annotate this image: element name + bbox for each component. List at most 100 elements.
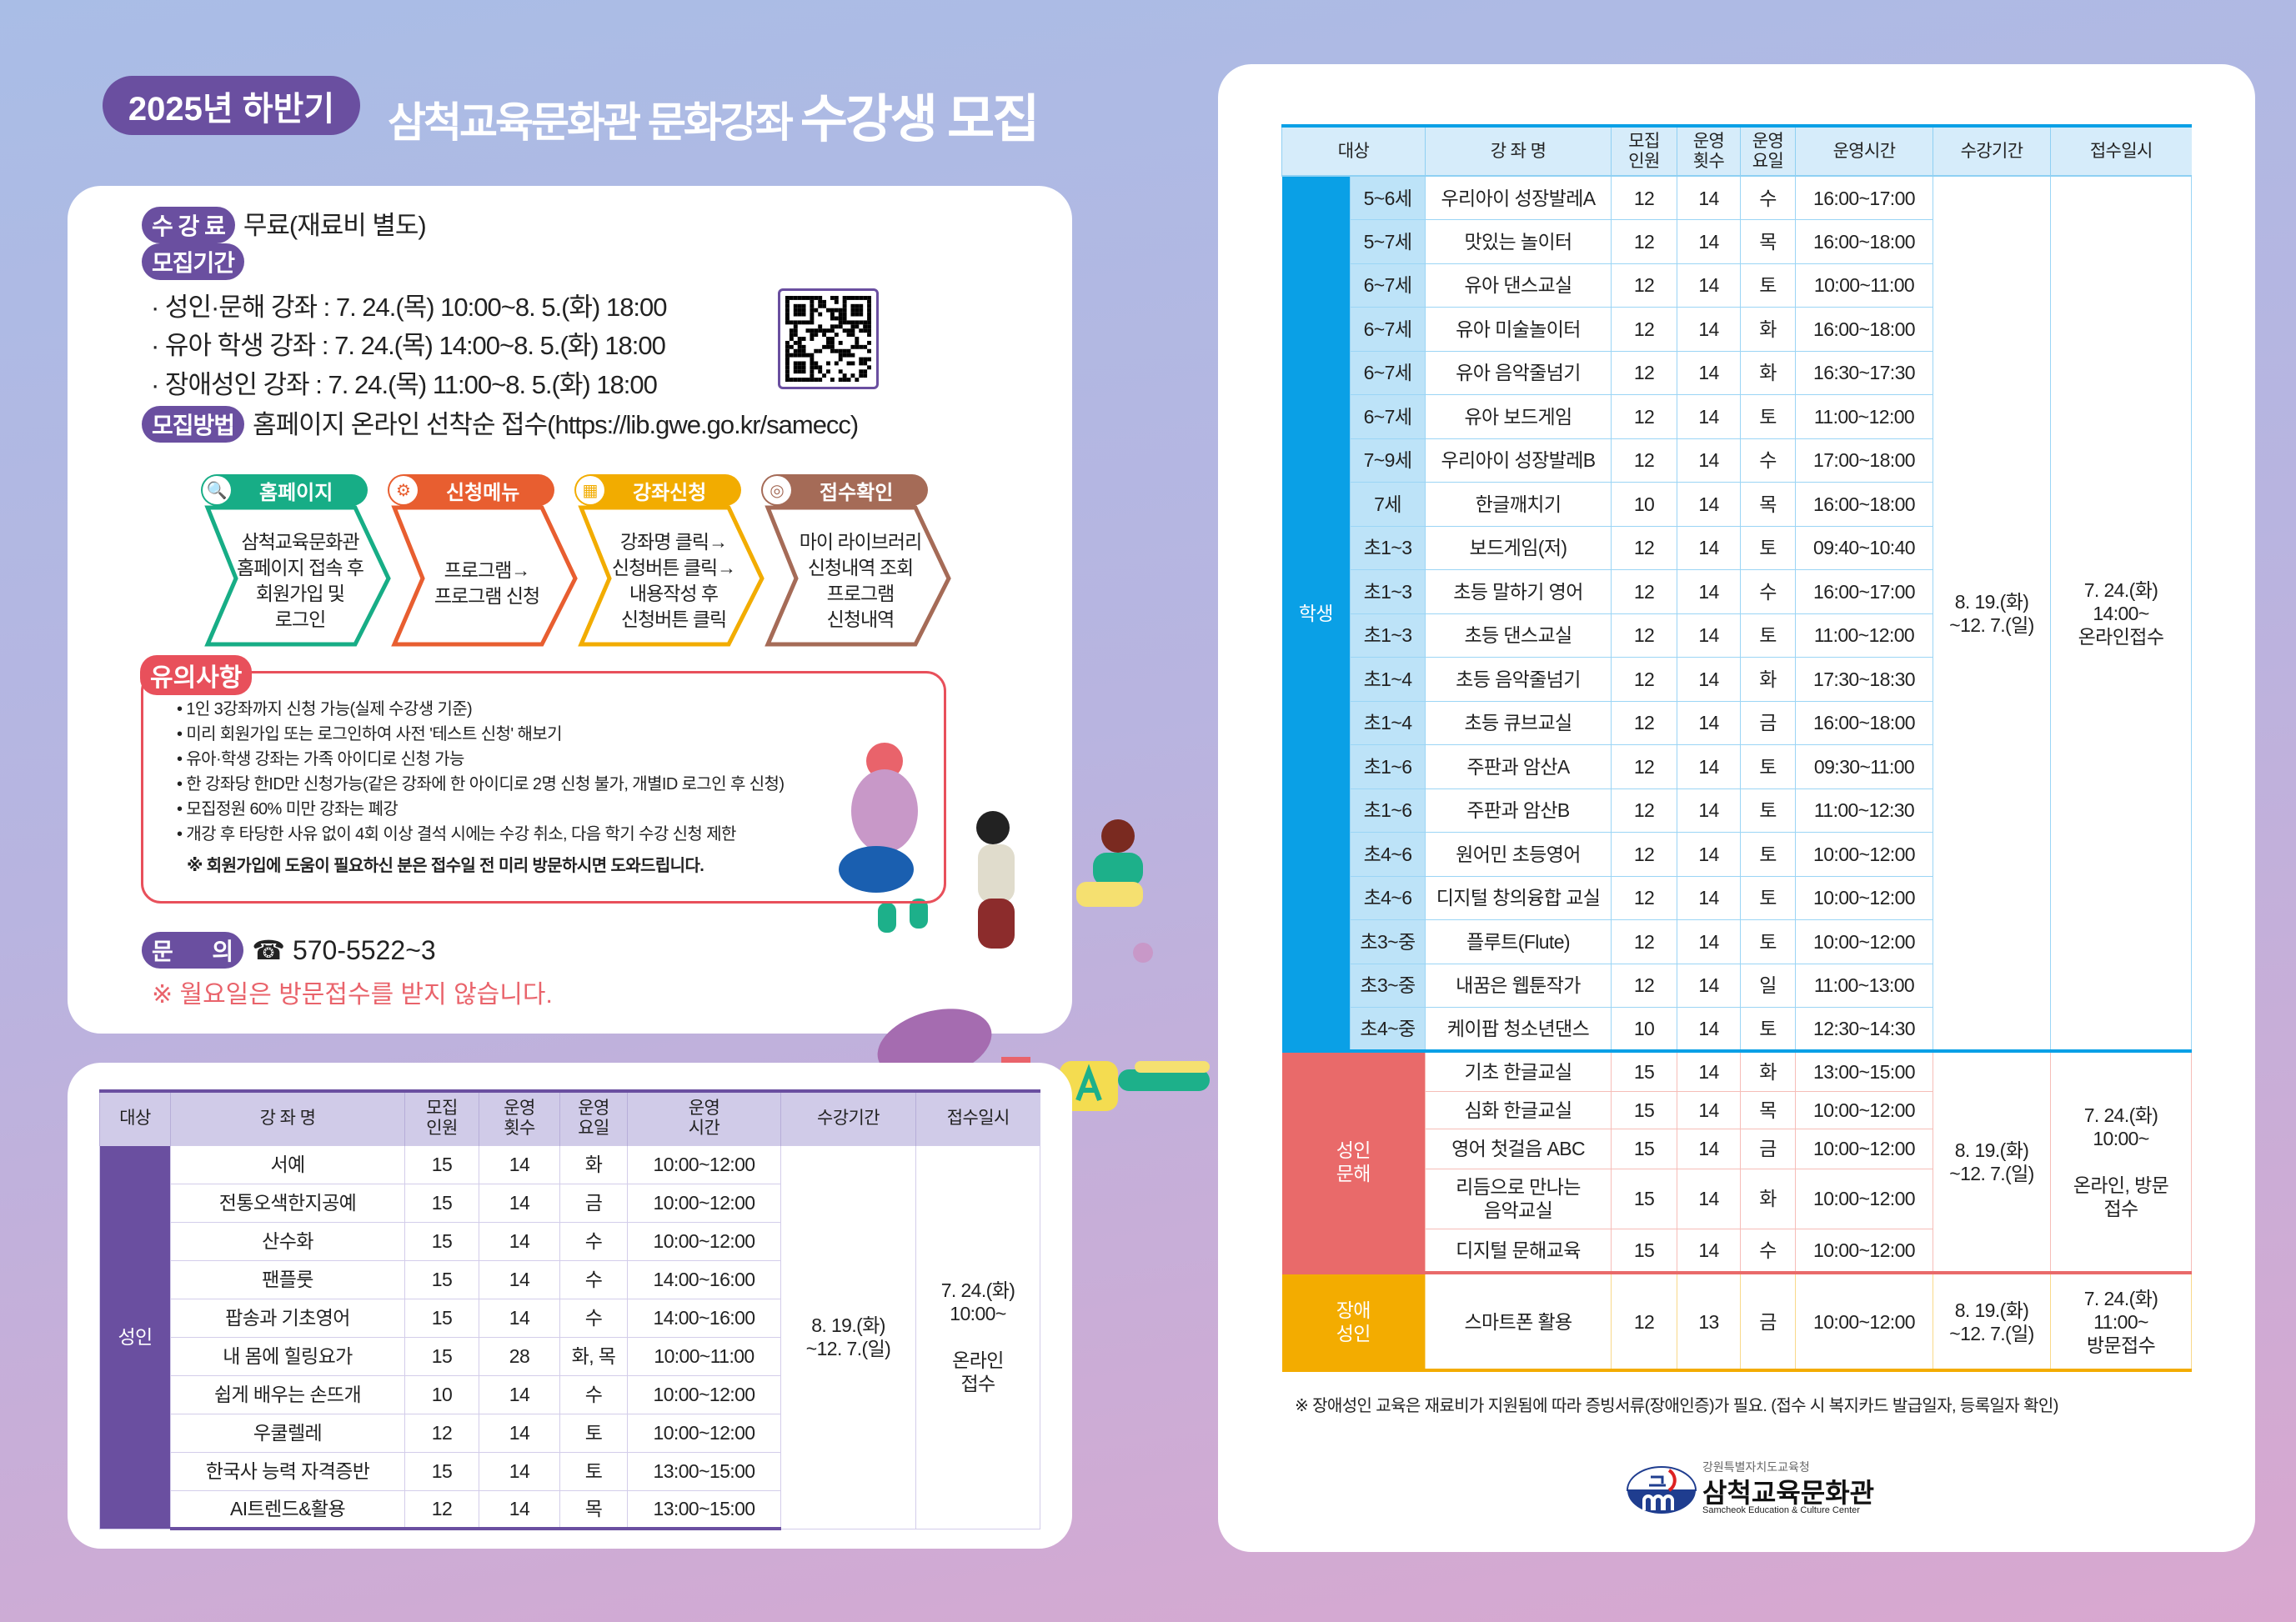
step-text: 프로그램→ 프로그램 신청 <box>401 558 573 609</box>
capacity-text: 12 <box>1633 712 1655 734</box>
weekday-text: 수 <box>584 1269 603 1290</box>
method-value[interactable]: 홈페이지 온라인 선착순 접수(https://lib.gwe.go.kr/sa… <box>253 410 859 439</box>
disabled-footnote: ※ 장애성인 교육은 재료비가 지원됨에 따라 증빙서류(장애인증)가 필요. … <box>1295 1397 2058 1415</box>
weekday-text: 화 <box>1759 1188 1777 1209</box>
weekday: 토 <box>1740 525 1797 570</box>
table-row: 성인 서예 15 14 화 10:00~12:00 8. 19.(화) ~12. 7.(일)… <box>99 1144 1040 1529</box>
course-name: AI트렌드&활용 <box>170 1489 405 1530</box>
sessions: 14 <box>1677 394 1742 439</box>
capacity: 12 <box>1611 700 1678 745</box>
column-header: 대상 <box>1281 124 1426 177</box>
course-name: 기초 한글교실 <box>1425 1049 1612 1092</box>
course-name-text: 심화 한글교실 <box>1464 1099 1572 1121</box>
age-range-text: 7세 <box>1374 493 1401 515</box>
logo-english: Samcheok Education & Culture Center <box>1702 1505 1860 1515</box>
table-row: 초3~중 내꿈은 웹툰작가 12 14 일 11:00~13:00 <box>1282 963 2192 1008</box>
course-name-text: 초등 큐브교실 <box>1464 712 1572 734</box>
course-name-text: 내 몸에 힐링요가 <box>223 1345 353 1367</box>
weekday-text: 토 <box>1759 537 1777 559</box>
note-item: 한 강좌당 한ID만 신청가능(같은 강좌에 한 아이디로 2명 신청 불가, … <box>177 772 785 797</box>
capacity: 12 <box>1611 657 1678 702</box>
capacity-text: 15 <box>1633 1099 1655 1121</box>
notes-box: 유의사항 1인 3강좌까지 신청 가능(실제 수강생 기준)미리 회원가입 또는… <box>140 655 946 904</box>
capacity-text: 15 <box>431 1345 453 1367</box>
weekday: 목 <box>1740 219 1797 264</box>
adult-course-table: 대상 강 좌 명 모집 인원 운영 횟수 운영 요일 운영 시간 수강기간 접수일시 성인 서예 1… <box>99 1089 1040 1530</box>
weekday-text: 금 <box>584 1192 603 1214</box>
course-name-text: 서예 <box>270 1154 305 1175</box>
weekday-text: 금 <box>1759 1138 1777 1159</box>
sessions-text: 14 <box>1698 1239 1719 1261</box>
column-header: 운영 요일 <box>1740 124 1796 177</box>
weekday-text: 목 <box>1759 493 1777 515</box>
phone-number[interactable]: 570-5522~3 <box>292 935 436 965</box>
age-range-text: 초1~6 <box>1363 799 1412 822</box>
capacity: 10 <box>1611 482 1678 527</box>
age-range-text: 6~7세 <box>1363 405 1412 428</box>
sessions: 14 <box>1677 307 1742 352</box>
time: 10:00~12:00 <box>1795 1228 1934 1274</box>
time: 16:00~18:00 <box>1795 482 1934 527</box>
sessions: 28 <box>479 1336 560 1376</box>
course-name: 유아 음악줄넘기 <box>1425 350 1612 395</box>
sessions: 14 <box>1677 1007 1742 1052</box>
time-text: 16:00~18:00 <box>1813 318 1916 340</box>
course-name: 유아 댄스교실 <box>1425 263 1612 308</box>
time: 10:00~12:00 <box>1795 1271 1934 1372</box>
main-table-wrapper: 대상 강 좌 명 모집 인원 운영 횟수 운영 요일 운영시간 수강기간 접수일시 학생 5~6세… <box>1281 124 2193 1517</box>
time-text: 17:00~18:00 <box>1813 449 1916 472</box>
age-range-text: 6~7세 <box>1363 318 1412 340</box>
weekday: 화 <box>1740 350 1797 395</box>
step-text: 마이 라이브러리 신청내역 조회 프로그램 신청내역 <box>775 529 946 633</box>
capacity-text: 12 <box>1633 580 1655 603</box>
age-range: 초4~6 <box>1349 832 1426 877</box>
capacity: 12 <box>1611 438 1678 483</box>
table-row: 학생 5~6세 우리아이 성장발레A 12 14 수 16:00~17:00 8. 19.(화… <box>1281 175 2193 1052</box>
table-row: 6~7세 유아 보드게임 12 14 토 11:00~12:00 <box>1282 394 2192 439</box>
weekday: 금 <box>559 1183 628 1223</box>
weekday: 화 <box>559 1144 628 1184</box>
qr-code-icon[interactable] <box>778 288 879 389</box>
reception-time: 7. 24.(화) 10:00~ 온라인, 방문 접수 <box>2050 1049 2193 1274</box>
time: 12:30~14:30 <box>1795 1007 1934 1052</box>
course-name-text: 디지털 문해교육 <box>1456 1239 1581 1261</box>
course-name: 리듬으로 만나는 음악교실 <box>1425 1168 1612 1229</box>
course-name-text: 플루트(Flute) <box>1466 930 1571 953</box>
capacity-text: 12 <box>1633 887 1655 909</box>
table-row: 7~9세 우리아이 성장발레B 12 14 수 17:00~18:00 <box>1282 438 2192 483</box>
weekday: 수 <box>559 1259 628 1299</box>
weekday: 화 <box>1740 1168 1797 1229</box>
course-name-text: 팬플룻 <box>262 1269 313 1290</box>
reception-time-text: 7. 24.(화) 11:00~ 방문접수 <box>2083 1287 2158 1356</box>
course-name-text: AI트렌드&활용 <box>229 1498 346 1520</box>
course-period: 8. 19.(화) ~12. 7.(일) <box>780 1144 916 1529</box>
table-row: AI트렌드&활용 12 14 목 13:00~15:00 <box>100 1489 1040 1530</box>
weekday: 수 <box>1740 175 1797 220</box>
time-text: 16:30~17:30 <box>1813 362 1916 384</box>
course-name-text: 유아 미술놀이터 <box>1456 318 1581 340</box>
notes-list: 1인 3강좌까지 신청 가능(실제 수강생 기준)미리 회원가입 또는 로그인하… <box>177 697 785 847</box>
period-label: 모집기간 <box>142 243 245 280</box>
course-name: 내꿈은 웹툰작가 <box>1425 963 1612 1008</box>
info-panel: 수 강 료 무료(재료비 별도) 모집기간 · 성인·문해 강좌 : 7. 24.… <box>68 186 1210 1144</box>
sessions-text: 14 <box>1698 493 1719 515</box>
course-name: 한글깨치기 <box>1425 482 1612 527</box>
chevron-frame-icon <box>204 505 391 647</box>
sessions-text: 14 <box>1698 799 1719 822</box>
age-range-text: 초4~중 <box>1360 1018 1416 1039</box>
chevron-frame-icon <box>764 505 951 647</box>
weekday: 수 <box>559 1298 628 1338</box>
main-table-panel: 대상 강 좌 명 모집 인원 운영 횟수 운영 요일 운영시간 수강기간 접수일시 학생 5~6세… <box>1218 64 2255 1552</box>
column-header-text: 수강기간 <box>817 1109 880 1129</box>
sessions-text: 14 <box>509 1230 530 1252</box>
sessions-text: 14 <box>509 1460 530 1482</box>
time: 11:00~13:00 <box>1795 963 1934 1008</box>
age-range-text: 초4~6 <box>1363 887 1412 909</box>
notes-body: 1인 3강좌까지 신청 가능(실제 수강생 기준)미리 회원가입 또는 로그인하… <box>177 697 785 879</box>
logo: 강원특별자치도교육청 삼척교육문화관 Samcheok Education & … <box>1626 1459 1876 1517</box>
sessions: 14 <box>1677 219 1742 264</box>
weekday: 토 <box>1740 613 1797 658</box>
capacity: 12 <box>1611 307 1678 352</box>
course-name: 주판과 암산B <box>1425 788 1612 833</box>
course-name-text: 한글깨치기 <box>1475 493 1562 515</box>
